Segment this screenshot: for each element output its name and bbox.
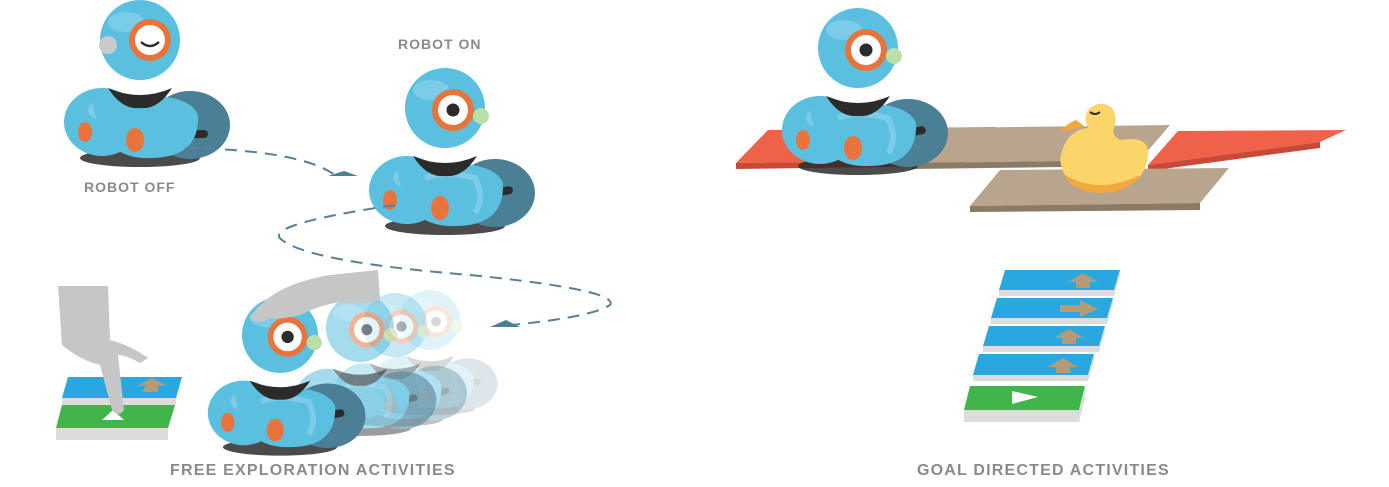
robot-on-icon (369, 68, 535, 235)
robot-off-label: ROBOT OFF (84, 179, 176, 195)
dashed-path (184, 147, 612, 327)
robot-off-icon (62, 0, 232, 169)
path-arrow-1 (328, 171, 358, 176)
goal-directed-label: GOAL DIRECTED ACTIVITIES (917, 462, 1170, 479)
path-arrow-2 (490, 320, 520, 327)
free-exploration-label: FREE EXPLORATION ACTIVITIES (170, 462, 456, 479)
robot-on-label: ROBOT ON (398, 36, 482, 52)
robot-goal-icon (782, 8, 948, 175)
duck-icon (1060, 103, 1149, 193)
hand-icon (58, 286, 148, 414)
hand-grab-icon (250, 270, 380, 322)
card-stack-small (56, 377, 182, 440)
code-card-stack (964, 270, 1120, 422)
